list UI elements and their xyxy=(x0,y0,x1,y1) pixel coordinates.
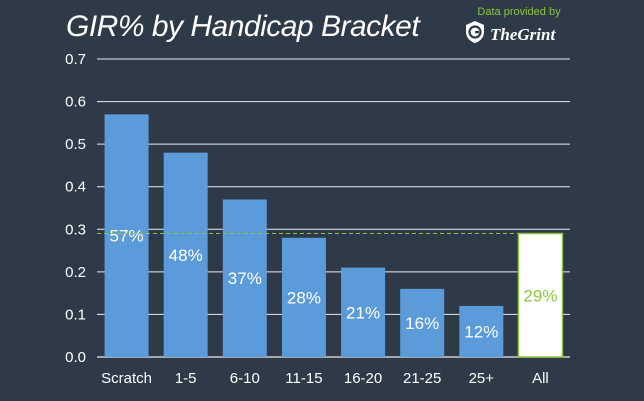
data-label: 48% xyxy=(169,246,203,265)
x-tick-label: Scratch xyxy=(101,370,152,387)
brand-name: TheGrint xyxy=(490,24,556,44)
bar xyxy=(281,237,326,357)
x-tick-label: 21-25 xyxy=(403,370,441,387)
bar xyxy=(163,152,208,357)
y-tick-label: 0.0 xyxy=(65,349,86,366)
brand-caption: Data provided by xyxy=(477,6,561,18)
brand-logo: TheGrint xyxy=(464,20,555,49)
y-tick-label: 0.7 xyxy=(65,51,86,68)
data-label: 12% xyxy=(464,322,498,341)
data-label: 21% xyxy=(346,303,380,322)
y-tick-label: 0.2 xyxy=(65,264,86,281)
x-tick-label: 16-20 xyxy=(344,370,382,387)
data-label: 29% xyxy=(523,286,557,305)
data-label: 28% xyxy=(287,288,321,307)
y-tick-label: 0.6 xyxy=(65,94,86,111)
bar xyxy=(517,232,564,358)
x-tick-label: 11-15 xyxy=(285,370,322,387)
bar xyxy=(341,267,386,357)
bar xyxy=(222,199,267,357)
y-tick-label: 0.4 xyxy=(65,179,86,196)
bar xyxy=(459,305,504,357)
y-tick-label: 0.3 xyxy=(65,221,86,238)
y-tick-label: 0.1 xyxy=(65,306,86,323)
x-tick-label: 25+ xyxy=(469,370,495,387)
data-label: 37% xyxy=(228,269,262,288)
x-tick-label: 1-5 xyxy=(175,370,197,387)
data-label: 57% xyxy=(110,227,144,246)
bar xyxy=(104,114,149,357)
grint-shield-icon xyxy=(464,20,486,49)
data-label: 16% xyxy=(405,314,439,333)
bar xyxy=(400,288,445,357)
x-tick-label: 6-10 xyxy=(230,370,260,387)
y-tick-label: 0.5 xyxy=(65,136,86,153)
brand-badge: Data provided by TheGrint xyxy=(464,6,574,46)
chart-title: GIR% by Handicap Bracket xyxy=(66,10,420,43)
x-tick-label: All xyxy=(532,370,549,387)
